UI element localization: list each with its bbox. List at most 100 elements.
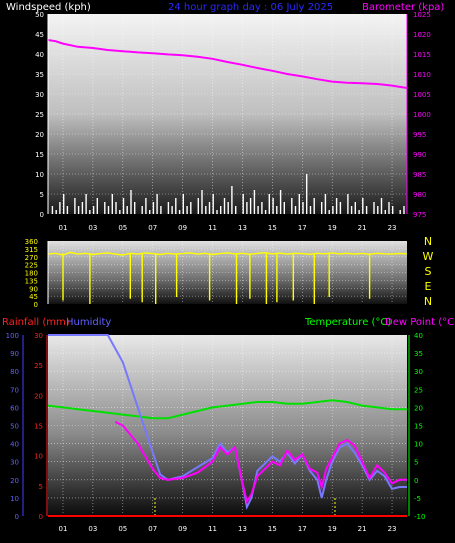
x-hour-label: 17 xyxy=(298,224,307,232)
windspeed-bar xyxy=(171,206,173,214)
windspeed-bar xyxy=(350,206,353,214)
legend-rainfall: Rainfall (mm) xyxy=(2,317,70,328)
windspeed-bar xyxy=(122,198,125,214)
windspeed-bar xyxy=(126,206,128,214)
direction-tick-label: 90 xyxy=(29,285,38,293)
panel-rain-humidity-temp-bg xyxy=(48,335,407,516)
windspeed-bar xyxy=(253,190,256,214)
barometer-tick-label: 995 xyxy=(413,131,426,139)
barometer-tick-label: 985 xyxy=(413,171,426,179)
humidity-tick-label: 40 xyxy=(10,441,19,449)
windspeed-bar xyxy=(74,198,76,214)
direction-tick-label: 360 xyxy=(25,238,38,246)
temperature-tick-label: 25 xyxy=(414,386,423,394)
windspeed-bar xyxy=(313,198,315,214)
rain-tick-label: 25 xyxy=(34,362,43,370)
windspeed-bar xyxy=(339,202,342,214)
compass-label: W xyxy=(423,250,434,263)
temperature-series xyxy=(47,399,407,420)
wind-direction-series xyxy=(47,251,408,304)
temperature-tick-label: 0 xyxy=(414,477,418,485)
windspeed-bar xyxy=(235,206,237,214)
windspeed-bar xyxy=(309,206,312,214)
barometer-tick-label: 1010 xyxy=(413,71,431,79)
wind-tick-label: 0 xyxy=(40,211,44,219)
windspeed-bar xyxy=(321,202,323,214)
windspeed-bar xyxy=(55,210,57,214)
temperature-tick-label: 15 xyxy=(414,423,423,431)
x-hour-label: 21 xyxy=(358,224,367,232)
windspeed-bar xyxy=(111,194,113,214)
windspeed-bar xyxy=(59,202,61,214)
windspeed-bar xyxy=(231,186,233,214)
legend-humidity: Humidity xyxy=(66,317,111,328)
wind-tick-label: 25 xyxy=(35,111,44,119)
x-hour-label: 11 xyxy=(208,224,217,232)
humidity-tick-label: 80 xyxy=(10,368,19,376)
windspeed-bar xyxy=(197,198,199,214)
humidity-tick-label: 20 xyxy=(10,477,19,485)
humidity-tick-label: 30 xyxy=(10,459,19,467)
wind-tick-label: 15 xyxy=(35,151,44,159)
wind-tick-label: 10 xyxy=(35,171,44,179)
barometer-series xyxy=(47,39,408,89)
rain-tick-label: 10 xyxy=(34,453,43,461)
x-hour-label: 03 xyxy=(88,224,97,232)
direction-tick-label: 270 xyxy=(25,254,38,262)
windspeed-bar xyxy=(302,202,304,214)
windspeed-bar xyxy=(403,206,405,214)
humidity-tick-label: 0 xyxy=(15,513,19,521)
wind-tick-label: 50 xyxy=(35,11,44,19)
x-hour-label: 05 xyxy=(118,224,127,232)
windspeed-bar xyxy=(257,206,259,214)
windspeed-bar xyxy=(167,202,170,214)
x-hour-label: 05 xyxy=(118,525,127,533)
windspeed-bar xyxy=(212,194,214,214)
x-hour-label: 13 xyxy=(238,525,247,533)
direction-tick-label: 45 xyxy=(29,293,38,301)
windspeed-bar xyxy=(205,206,207,214)
wind-tick-label: 30 xyxy=(35,91,44,99)
legend-temperature: Temperature (°C) xyxy=(304,317,391,328)
panel-wind-baro-bg xyxy=(48,14,407,214)
temperature-tick-label: 30 xyxy=(414,368,423,376)
rain-tick-label: 30 xyxy=(34,332,43,340)
windspeed-bar xyxy=(182,194,184,214)
windspeed-bar xyxy=(264,210,267,214)
direction-tick-label: 135 xyxy=(25,277,38,285)
windspeed-bar xyxy=(134,202,136,214)
windspeed-bar xyxy=(130,190,132,214)
barometer-tick-label: 980 xyxy=(413,191,426,199)
windspeed-bar xyxy=(365,206,368,214)
wind-tick-label: 45 xyxy=(35,31,44,39)
windspeed-bar xyxy=(178,210,181,214)
windspeed-bar xyxy=(85,194,87,214)
x-hour-label: 01 xyxy=(58,525,67,533)
windspeed-bar xyxy=(324,194,327,214)
x-hour-label: 09 xyxy=(178,525,187,533)
temperature-tick-label: -10 xyxy=(414,513,425,521)
windspeed-bar xyxy=(152,202,155,214)
barometer-tick-label: 1000 xyxy=(413,111,431,119)
windspeed-bar xyxy=(242,194,244,214)
compass-label: E xyxy=(425,280,432,293)
windspeed-bar xyxy=(216,210,218,214)
x-hour-label: 01 xyxy=(58,224,67,232)
compass-label: S xyxy=(425,265,432,278)
windspeed-bar xyxy=(141,206,143,214)
windspeed-bar xyxy=(362,198,364,214)
windspeed-bar xyxy=(283,202,285,214)
windspeed-bar xyxy=(294,206,297,214)
windspeed-bar xyxy=(223,198,226,214)
direction-tick-label: 315 xyxy=(25,246,38,254)
windspeed-bar xyxy=(227,202,229,214)
barometer-tick-label: 1020 xyxy=(413,31,431,39)
x-hour-label: 13 xyxy=(238,224,247,232)
windspeed-bar xyxy=(335,198,338,214)
barometer-tick-label: 1015 xyxy=(413,51,431,59)
windspeed-bar xyxy=(388,202,390,214)
windspeed-bar xyxy=(160,206,162,214)
